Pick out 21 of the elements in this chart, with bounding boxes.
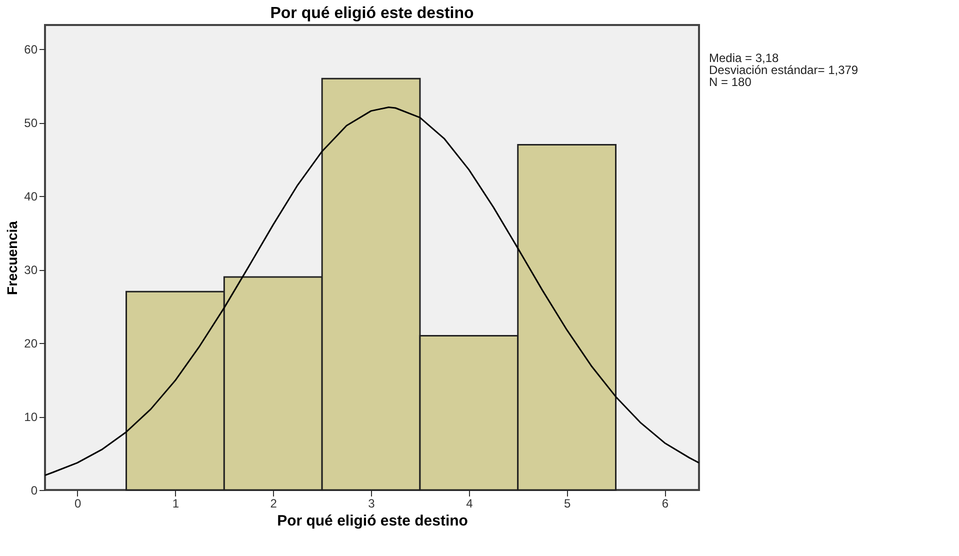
- y-tick-label: 10: [24, 410, 38, 424]
- x-tick-label: 5: [564, 496, 571, 510]
- text: N = 180: [709, 75, 752, 89]
- line-series: [45, 106, 699, 476]
- y-tick-label: 0: [30, 484, 38, 498]
- y-tick-label: 40: [24, 190, 38, 204]
- text: Desviación estándar= 1,379: [709, 63, 858, 77]
- y-tick-label: 60: [24, 42, 38, 57]
- x-tick-label: 3: [368, 496, 376, 510]
- y-axis-title: Frecuencia: [4, 220, 20, 295]
- x-tick-label: 4: [466, 496, 474, 510]
- chart-title: Por qué eligió este destino: [270, 5, 474, 22]
- text: Media = 3,18: [709, 51, 780, 65]
- x-axis-title: Por qué eligió este destino: [277, 512, 468, 530]
- x-tick-label: 1: [172, 496, 180, 510]
- y-tick-label: 30: [24, 263, 38, 278]
- y-tick-label: 50: [24, 116, 38, 130]
- y-tick-label: 20: [24, 336, 38, 351]
- x-tick-label: 0: [74, 496, 82, 510]
- x-tick-label: 6: [662, 496, 669, 510]
- x-tick-label: 2: [270, 496, 278, 510]
